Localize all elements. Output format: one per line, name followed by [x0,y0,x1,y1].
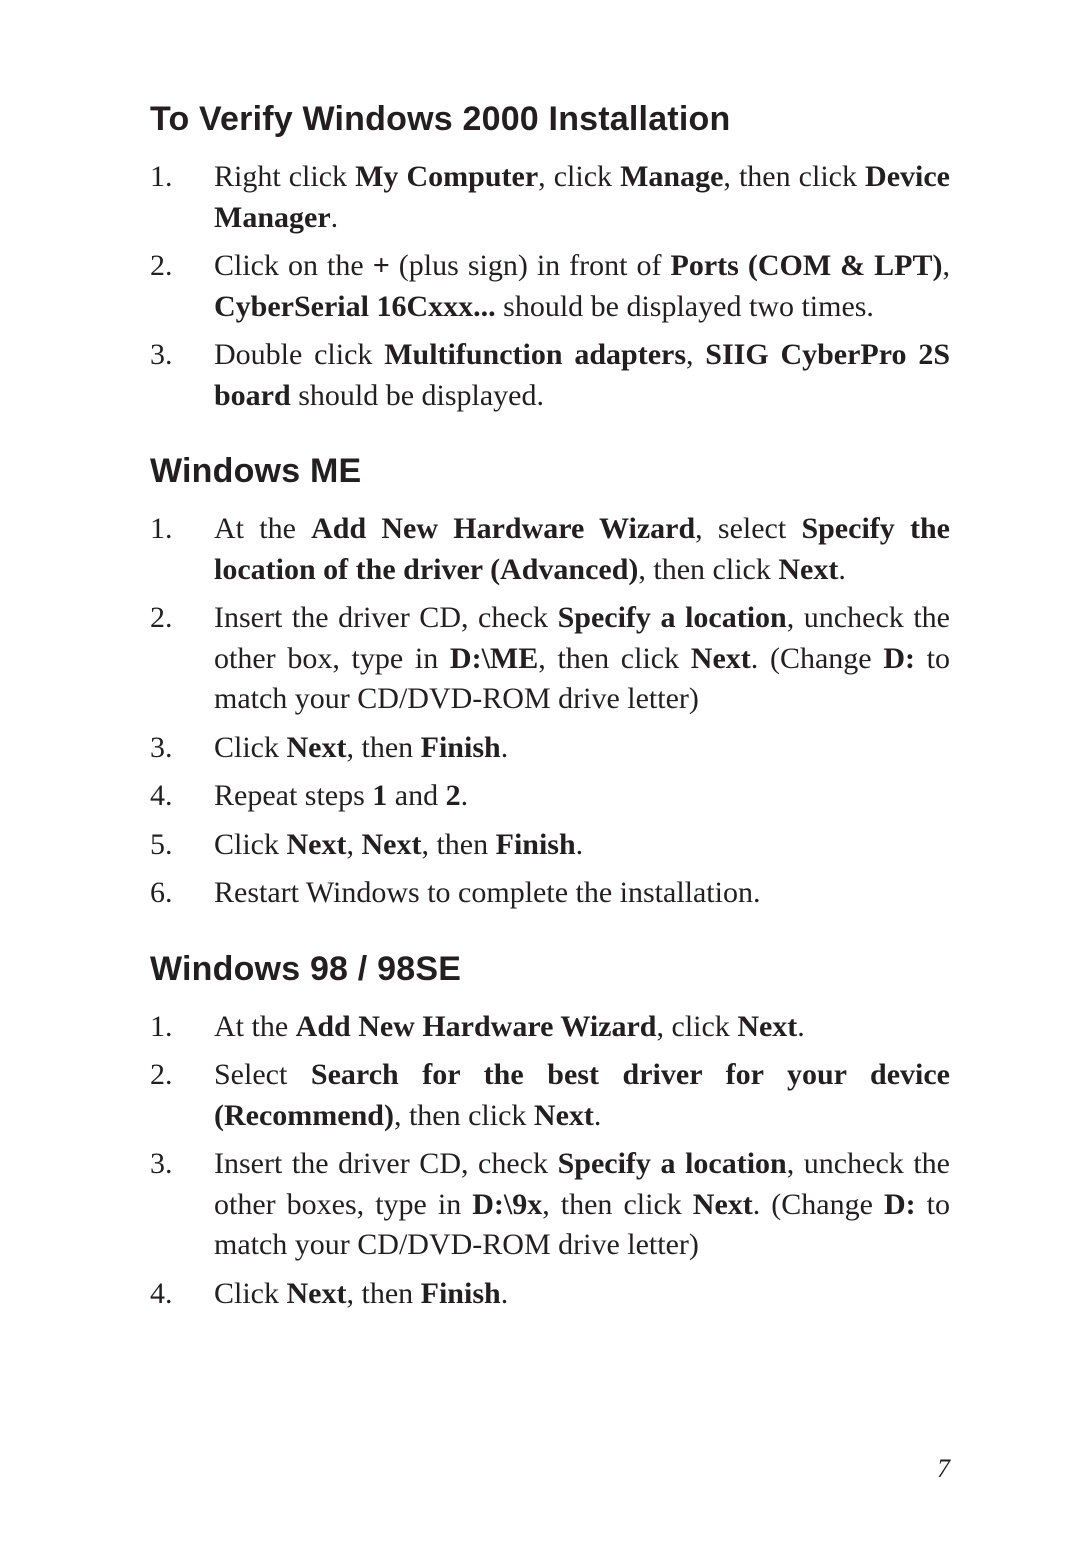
bold-text: D: [884,1188,916,1221]
body-text: Select [214,1058,311,1091]
body-text: . (Change [753,1188,884,1221]
bold-text: Finish [496,828,576,861]
bold-text: 1 [372,779,387,812]
step-item: Click Next, then Finish. [150,728,950,769]
page-number: 7 [937,1454,950,1484]
bold-text: D:\9x [472,1188,542,1221]
body-text: , then click [638,553,778,586]
step-list: Right click My Computer, click Manage, t… [150,157,950,416]
bold-text: Next [361,828,421,861]
body-text: . [576,828,584,861]
body-text: . [461,779,469,812]
body-text: . [838,553,846,586]
bold-text: Next [693,1188,753,1221]
body-text: should be displayed two times. [496,290,874,323]
step-list: At the Add New Hardware Wizard, click Ne… [150,1007,950,1315]
document-page: To Verify Windows 2000 Installation Right… [0,0,1080,1542]
body-text: At the [214,1010,296,1043]
bold-text: D:\ME [450,642,538,675]
body-text: . [797,1010,805,1043]
step-item: Insert the driver CD, check Specify a lo… [150,1144,950,1266]
body-text: , select [695,512,801,545]
bold-text: Next [778,553,838,586]
bold-text: Next [737,1010,797,1043]
step-item: Restart Windows to complete the installa… [150,873,950,914]
step-item: Click Next, Next, then Finish. [150,825,950,866]
body-text: Restart Windows to complete the installa… [214,876,760,909]
page-content: To Verify Windows 2000 Installation Right… [150,100,950,1314]
bold-text: CyberSerial 16Cxxx... [214,290,496,323]
bold-text: Next [691,642,751,675]
bold-text: Finish [421,731,501,764]
body-text: Repeat steps [214,779,372,812]
body-text: Click on the [214,249,373,282]
body-text: , then click [723,160,865,193]
body-text: Right click [214,160,355,193]
step-item: Select Search for the best driver for yo… [150,1055,950,1136]
step-item: Repeat steps 1 and 2. [150,776,950,817]
step-item: Click on the + (plus sign) in front of P… [150,246,950,327]
step-item: Insert the driver CD, check Specify a lo… [150,598,950,720]
body-text: Insert the driver CD, check [214,1147,558,1180]
step-item: Double click Multifunction adapters, SII… [150,335,950,416]
body-text: , [346,828,361,861]
step-item: Click Next, then Finish. [150,1274,950,1315]
section-heading: Windows 98 / 98SE [150,950,950,989]
body-text: . [501,1277,509,1310]
body-text: , then click [394,1099,534,1132]
body-text: , [686,338,705,371]
bold-text: 2 [446,779,461,812]
bold-text: Specify a location [558,601,787,634]
bold-text: My Computer [355,160,538,193]
body-text: , [943,249,951,282]
bold-text: + [373,249,390,282]
body-text: , click [538,160,620,193]
bold-text: Next [287,828,347,861]
section-heading: To Verify Windows 2000 Installation [150,100,950,139]
body-text: . [594,1099,602,1132]
bold-text: Next [534,1099,594,1132]
bold-text: D: [883,642,915,675]
body-text: At the [214,512,311,545]
body-text: , then [346,731,420,764]
body-text: , then click [538,642,691,675]
body-text: , then click [542,1188,693,1221]
step-item: At the Add New Hardware Wizard, click Ne… [150,1007,950,1048]
bold-text: Multifunction adapters [384,338,686,371]
bold-text: Next [287,731,347,764]
bold-text: Finish [421,1277,501,1310]
step-item: Right click My Computer, click Manage, t… [150,157,950,238]
body-text: and [387,779,445,812]
body-text: Click [214,731,287,764]
body-text: (plus sign) in front of [390,249,671,282]
bold-text: Add New Hardware Wizard [311,512,695,545]
body-text: Click [214,828,287,861]
body-text: Insert the driver CD, check [214,601,558,634]
bold-text: Specify a location [558,1147,787,1180]
body-text: , then [346,1277,420,1310]
body-text: . (Change [751,642,884,675]
bold-text: Next [287,1277,347,1310]
body-text: , click [657,1010,738,1043]
body-text: Double click [214,338,384,371]
body-text: , then [421,828,495,861]
body-text: . [501,731,509,764]
bold-text: Ports (COM & LPT) [671,249,943,282]
section-heading: Windows ME [150,452,950,491]
bold-text: Add New Hardware Wizard [296,1010,657,1043]
body-text: should be displayed. [291,379,544,412]
step-item: At the Add New Hardware Wizard, select S… [150,509,950,590]
body-text: . [331,201,339,234]
bold-text: Manage [620,160,723,193]
body-text: Click [214,1277,287,1310]
step-list: At the Add New Hardware Wizard, select S… [150,509,950,914]
